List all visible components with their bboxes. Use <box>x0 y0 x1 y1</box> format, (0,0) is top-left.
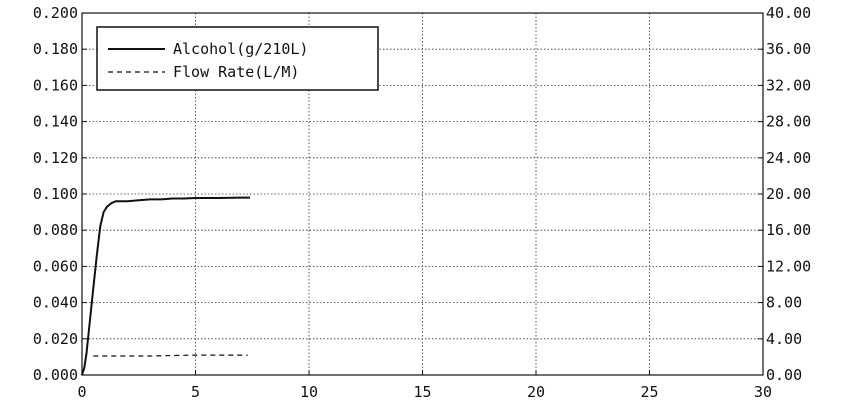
legend-label-flow-rate: Flow Rate(L/M) <box>173 63 299 81</box>
x-tick-label: 25 <box>640 383 658 401</box>
y2-tick-label: 28.00 <box>766 113 811 131</box>
y2-tick-label: 40.00 <box>766 4 811 22</box>
y2-tick-label: 16.00 <box>766 221 811 239</box>
y-tick-label: 0.000 <box>33 366 78 384</box>
y-tick-label: 0.100 <box>33 185 78 203</box>
y2-tick-label: 4.00 <box>766 330 802 348</box>
y-tick-label: 0.060 <box>33 257 78 275</box>
y2-tick-label: 36.00 <box>766 40 811 58</box>
x-tick-label: 30 <box>754 383 772 401</box>
legend: Alcohol(g/210L) Flow Rate(L/M) <box>97 27 378 90</box>
y2-tick-label: 24.00 <box>766 149 811 167</box>
y-tick-label: 0.080 <box>33 221 78 239</box>
series-line-alcohol <box>82 198 250 375</box>
y-tick-label: 0.020 <box>33 330 78 348</box>
x-tick-label: 10 <box>300 383 318 401</box>
x-tick-label: 0 <box>77 383 86 401</box>
y-tick-label: 0.160 <box>33 76 78 94</box>
series-group <box>82 198 250 375</box>
y-tick-label: 0.120 <box>33 149 78 167</box>
y2-tick-label: 20.00 <box>766 185 811 203</box>
y2-tick-label: 32.00 <box>766 76 811 94</box>
y-tick-label: 0.140 <box>33 113 78 131</box>
y2-axis-ticks: 0.00 4.00 8.00 12.00 16.00 20.00 24.00 28.00 32.… <box>758 4 811 384</box>
x-tick-label: 20 <box>527 383 545 401</box>
y2-tick-label: 0.00 <box>766 366 802 384</box>
y2-tick-label: 12.00 <box>766 257 811 275</box>
y-axis-ticks: 0.000 0.020 0.040 0.060 0.080 0.100 0.120 0.140… <box>33 4 87 384</box>
y-tick-label: 0.180 <box>33 40 78 58</box>
series-line-flow-rate <box>93 355 247 356</box>
x-tick-label: 5 <box>191 383 200 401</box>
y-tick-label: 0.040 <box>33 294 78 312</box>
x-tick-label: 15 <box>413 383 431 401</box>
y2-tick-label: 8.00 <box>766 294 802 312</box>
legend-label-alcohol: Alcohol(g/210L) <box>173 40 308 58</box>
y-tick-label: 0.200 <box>33 4 78 22</box>
